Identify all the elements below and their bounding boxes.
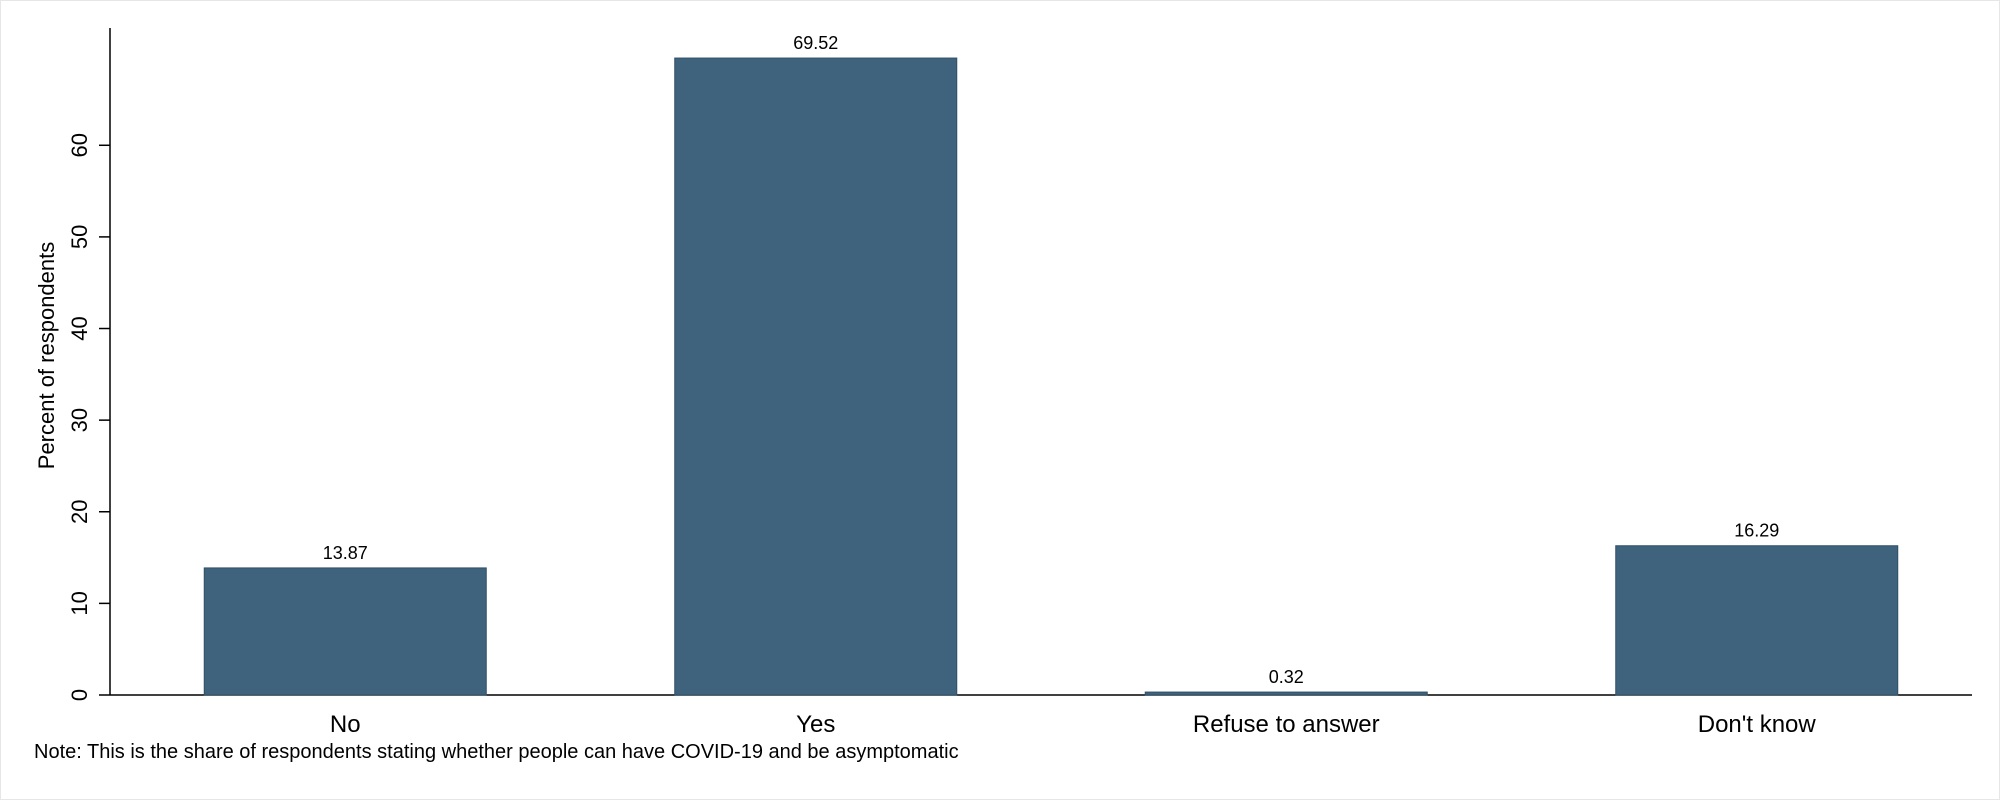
bar — [1615, 545, 1899, 696]
bar-value-label: 13.87 — [323, 543, 368, 563]
y-tick-label: 30 — [67, 408, 92, 432]
bar-value-label: 16.29 — [1734, 521, 1779, 541]
x-category-label: No — [330, 711, 361, 738]
x-category-label: Yes — [796, 711, 835, 738]
bar — [203, 567, 487, 696]
x-category-label: Refuse to answer — [1193, 711, 1380, 738]
chart-note: Note: This is the share of respondents s… — [34, 741, 959, 763]
plot-area: 0 10 20 30 40 50 60 Percent of respondents 13.87… — [34, 28, 1972, 738]
y-axis-title: Percent of respondents — [34, 242, 59, 469]
bar-value-label: 0.32 — [1269, 667, 1304, 687]
y-tick-label: 40 — [67, 316, 92, 340]
bar-value-label: 69.52 — [793, 33, 838, 53]
y-tick-label: 0 — [67, 689, 92, 701]
y-tick-label: 60 — [67, 133, 92, 157]
y-tick-label: 10 — [67, 591, 92, 615]
y-tick-label: 20 — [67, 500, 92, 524]
x-category-label: Don't know — [1698, 711, 1817, 738]
bar — [674, 57, 958, 696]
bar — [1144, 691, 1428, 696]
y-tick-label: 50 — [67, 225, 92, 249]
